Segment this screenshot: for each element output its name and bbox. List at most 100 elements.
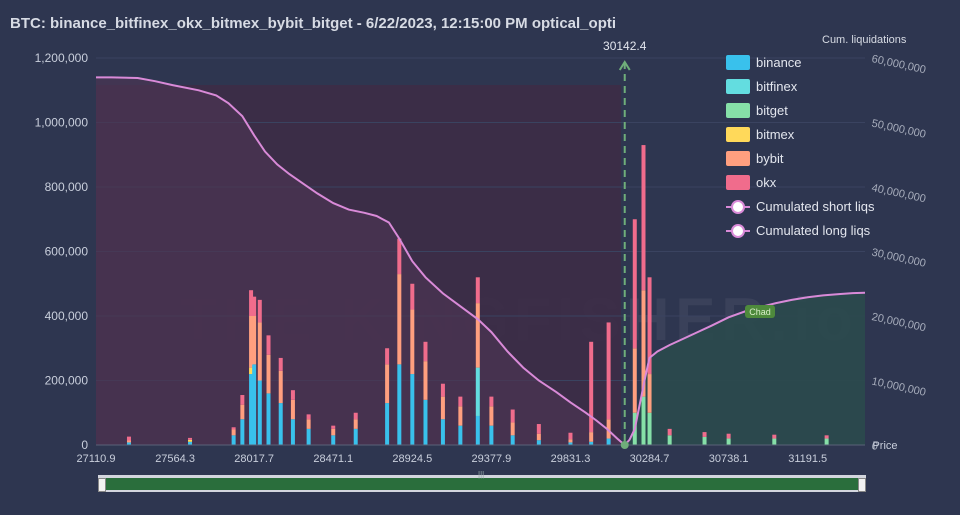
legend-label: bitfinex: [756, 78, 798, 94]
bar-segment-binance: [510, 435, 515, 445]
bar-segment-bybit: [475, 303, 480, 368]
bar-segment-binance: [385, 403, 390, 445]
bar-segment-okx: [257, 299, 262, 323]
bar-segment-okx: [231, 427, 236, 430]
bar-segment-bybit: [632, 348, 637, 413]
left-tick-label: 600,000: [45, 245, 89, 259]
legend-item-bybit[interactable]: bybit: [726, 146, 875, 170]
bar-segment-bybit: [647, 374, 652, 413]
right-tick-label: 50,000,000: [871, 118, 927, 141]
bar-segment-binance: [266, 393, 271, 445]
bar-segment-bitget: [702, 436, 707, 445]
x-tick-label: 27564.3: [155, 453, 195, 465]
legend-swatch: [726, 78, 750, 94]
cumulated-long-liqs-line: [96, 76, 626, 446]
legend-item-bitfinex[interactable]: bitfinex: [726, 74, 875, 98]
navigator-right-handle[interactable]: [858, 478, 866, 492]
right-tick-label: 10,000,000: [871, 376, 927, 399]
current-price-arrow: [618, 60, 631, 71]
legend-item-bitget[interactable]: bitget: [726, 98, 875, 122]
bar-segment-okx: [589, 341, 594, 433]
legend-item-cumulated-short-liqs[interactable]: Cumulated short liqs: [726, 194, 875, 218]
bar-segment-okx: [772, 434, 777, 439]
current-price-dot: [620, 441, 629, 449]
legend-label: Cumulated short liqs: [756, 198, 875, 214]
left-tick-label: 0: [81, 438, 88, 452]
bar-segment-okx: [278, 357, 283, 371]
bar-segment-okx: [266, 335, 271, 355]
legend-label: bitmex: [756, 126, 795, 142]
bar-segment-okx: [726, 433, 731, 439]
x-axis-label: Price: [872, 440, 897, 452]
bar-segment-bitget: [772, 438, 777, 445]
bar-segment-okx: [475, 277, 480, 304]
right-tick-label: 40,000,000: [871, 182, 927, 205]
bar-segment-binance: [568, 442, 573, 445]
right-tick-label: 0: [871, 440, 879, 453]
bar-segment-bitmex: [249, 367, 254, 375]
bar-segment-okx: [249, 290, 254, 316]
left-tick-label: 1,000,000: [35, 116, 89, 130]
cumulated-short-liqs-line: [623, 291, 866, 446]
x-tick-label: 28471.1: [313, 453, 353, 465]
legend-line-marker-icon: [726, 223, 750, 238]
bar-segment-okx: [702, 432, 707, 437]
bar-segment-bitget: [641, 396, 646, 445]
bar-segment-bybit: [606, 419, 611, 439]
navigator-selection[interactable]: [100, 478, 864, 490]
bar-segment-okx: [126, 436, 131, 441]
bar-segment-bybit: [266, 354, 271, 394]
legend-item-okx[interactable]: okx: [726, 170, 875, 194]
legend-swatch: [726, 102, 750, 118]
x-tick-label: 28017.7: [234, 453, 274, 465]
bar-segment-binance: [458, 425, 463, 445]
bar-segment-binance: [188, 441, 193, 445]
legend-label: Cumulated long liqs: [756, 222, 871, 238]
long-liqs-area: [96, 77, 625, 446]
bar-segment-okx: [397, 238, 402, 275]
legend-item-bitmex[interactable]: bitmex: [726, 122, 875, 146]
bar-segment-bybit: [489, 406, 494, 426]
bar-segment-okx: [440, 383, 445, 397]
bar-segment-binance: [410, 374, 415, 445]
bar-segment-bybit: [249, 316, 254, 368]
navigator-left-handle[interactable]: [98, 478, 106, 492]
x-tick-label: 29377.9: [472, 453, 512, 465]
bar-segment-binance: [126, 442, 131, 445]
bar-segment-bybit: [306, 419, 311, 429]
bar-segment-bybit: [410, 309, 415, 375]
bar-segment-bybit: [589, 432, 594, 442]
liquidation-bars: [126, 145, 829, 445]
bar-segment-bitget: [824, 438, 829, 445]
bar-segment-bybit: [536, 433, 541, 441]
right-axis-title: Cum. liquidations: [822, 34, 907, 46]
bar-segment-bybit: [126, 440, 131, 443]
bar-segment-bybit: [510, 422, 515, 436]
bar-segment-okx: [824, 435, 829, 439]
legend-item-binance[interactable]: binance: [726, 50, 875, 74]
bar-segment-okx: [252, 296, 257, 316]
liquidation-chart: 0 200,000 400,000 600,000 800,000 1,000,000 1,…: [35, 39, 927, 465]
navigator-grip-icon[interactable]: |||: [478, 470, 488, 479]
bar-segment-binance: [589, 441, 594, 445]
bar-segment-bybit: [397, 274, 402, 365]
bar-segment-bitget: [726, 438, 731, 445]
bar-segment-bitfinex: [475, 367, 480, 416]
bar-segment-bybit: [440, 396, 445, 420]
left-tick-label: 800,000: [45, 180, 89, 194]
bar-segment-binance: [278, 403, 283, 445]
bar-segment-bybit: [240, 404, 245, 420]
bar-segment-okx: [667, 428, 672, 436]
bar-segment-okx: [489, 396, 494, 407]
x-tick-label: 27110.9: [77, 453, 116, 465]
legend-item-cumulated-long-liqs[interactable]: Cumulated long liqs: [726, 218, 875, 242]
bar-segment-okx: [632, 219, 637, 349]
bar-segment-binance: [353, 428, 358, 445]
left-tick-label: 400,000: [45, 309, 89, 323]
range-navigator[interactable]: |||: [98, 470, 866, 492]
bar-segment-binance: [423, 399, 428, 445]
bar-segment-binance: [306, 428, 311, 445]
bar-segment-binance: [290, 419, 295, 445]
bar-segment-bitmex: [188, 439, 193, 442]
bar-segment-okx: [423, 341, 428, 362]
